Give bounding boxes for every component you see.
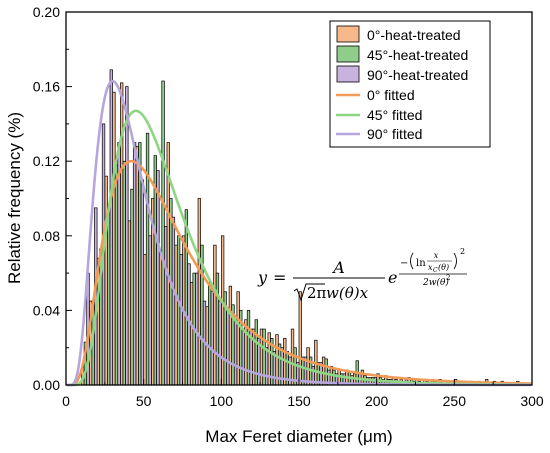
x-tick-label: 300 <box>520 393 544 409</box>
formula-exp-den: 2w(θ) <box>422 277 449 288</box>
formula-exp-frac-den-sub: C <box>433 267 438 274</box>
formula-exp-frac-num: x <box>434 251 439 260</box>
formula-exp-den-power: 2 <box>446 274 450 282</box>
formula-sqrt-sign <box>293 283 325 302</box>
bar-0deg-heat-treated <box>127 220 132 386</box>
x-tick-label: 200 <box>365 393 389 409</box>
x-tick-label: 100 <box>210 393 234 409</box>
bar-90deg-heat-treated <box>218 300 222 386</box>
bar-90deg-heat-treated <box>171 216 176 386</box>
bar-90deg-heat-treated <box>264 347 269 386</box>
bar-0deg-heat-treated <box>213 244 217 386</box>
bar-45deg-heat-treated <box>161 80 165 386</box>
bar-45deg-heat-treated <box>130 188 134 386</box>
bar-0deg-heat-treated <box>112 91 116 386</box>
bar-90deg-heat-treated <box>226 310 230 386</box>
bar-45deg-heat-treated <box>254 319 258 386</box>
y-tick-label: 0.12 <box>33 153 60 169</box>
formula-sqrt-content: 2π <box>307 284 327 302</box>
bar-90deg-heat-treated <box>117 142 121 386</box>
bar-0deg-heat-treated <box>104 175 108 386</box>
bar-0deg-heat-treated <box>244 319 248 386</box>
bar-90deg-heat-treated <box>125 86 129 386</box>
bar-45deg-heat-treated <box>246 310 251 386</box>
y-axis-title: Relative frequency (%) <box>5 112 24 284</box>
y-tick-label: 0.20 <box>33 4 60 20</box>
formula-exp-open-paren <box>410 252 414 270</box>
legend-swatch-45deg-treated <box>336 45 360 63</box>
bar-0deg-heat-treated <box>220 235 225 386</box>
bar-0deg-heat-treated <box>143 254 147 386</box>
bar-0deg-heat-treated <box>228 285 233 386</box>
legend-label-90deg-fitted: 90° fitted <box>367 126 422 142</box>
fit-formula: y = A 2π w(θ)x e − ln x x C (θ) 2 2w(θ) … <box>257 247 467 302</box>
formula-exp-frac-den-arg: (θ) <box>438 263 449 272</box>
bar-45deg-heat-treated <box>184 209 189 386</box>
x-tick-label: 250 <box>443 393 467 409</box>
x-axis-title: Max Feret diameter (μm) <box>205 427 392 446</box>
legend: 0°-heat-treated 45°-heat-treated 90°-hea… <box>329 20 491 148</box>
y-tick-label: 0.00 <box>33 377 60 393</box>
bar-0deg-heat-treated <box>189 282 194 386</box>
bar-0deg-heat-treated <box>290 328 295 386</box>
bar-45deg-heat-treated <box>215 272 220 386</box>
bar-90deg-heat-treated <box>140 179 145 386</box>
curve-0deg-fitted <box>66 159 532 387</box>
formula-exp-power: 2 <box>460 247 465 256</box>
bar-0deg-heat-treated <box>120 82 124 386</box>
bar-90deg-heat-treated <box>233 319 238 386</box>
bar-90deg-heat-treated <box>109 69 113 386</box>
bar-45deg-heat-treated <box>122 160 126 386</box>
legend-label-90deg-treated: 90°-heat-treated <box>367 67 468 83</box>
bar-0deg-heat-treated <box>158 250 163 386</box>
formula-exp-minus: − <box>400 258 408 269</box>
x-tick-label: 0 <box>62 393 70 409</box>
bar-90deg-heat-treated <box>241 328 245 386</box>
y-tick-label: 0.08 <box>33 228 60 244</box>
bar-90deg-heat-treated <box>195 272 199 386</box>
bar-0deg-heat-treated <box>197 198 201 386</box>
bar-0deg-heat-treated <box>236 291 240 386</box>
x-tick-label: 150 <box>287 393 311 409</box>
legend-label-0deg-treated: 0°-heat-treated <box>367 27 461 43</box>
bar-0deg-heat-treated <box>135 145 139 386</box>
formula-equals: = <box>273 268 286 287</box>
bar-45deg-heat-treated <box>169 198 173 386</box>
formula-exp-frac-den: x <box>428 263 433 272</box>
formula-numerator: A <box>331 258 345 277</box>
y-tick-label: 0.04 <box>33 302 60 318</box>
bar-0deg-heat-treated <box>306 347 310 386</box>
formula-base: e <box>388 268 397 287</box>
bar-90deg-heat-treated <box>179 254 183 386</box>
formula-exp-close-paren <box>453 252 457 270</box>
legend-swatch-0deg-treated <box>336 25 360 43</box>
axis-ticks: 0 50 100 150 200 250 300 0.00 0.04 0.08 0.12 0.16 0.… <box>33 4 544 409</box>
bar-90deg-heat-treated <box>156 170 160 386</box>
bar-0deg-heat-treated <box>174 244 178 386</box>
bar-0deg-heat-treated <box>321 356 326 386</box>
bar-45deg-heat-treated <box>324 358 328 386</box>
legend-label-0deg-fitted: 0° fitted <box>367 87 415 103</box>
formula-lhs: y <box>257 268 268 287</box>
legend-label-45deg-treated: 45°-heat-treated <box>367 47 468 63</box>
bar-90deg-heat-treated <box>132 142 137 386</box>
y-tick-label: 0.16 <box>33 79 60 95</box>
x-tick-label: 50 <box>136 393 152 409</box>
bar-90deg-heat-treated <box>164 226 168 386</box>
legend-label-45deg-fitted: 45° fitted <box>367 107 422 123</box>
bar-45deg-heat-treated <box>114 164 119 386</box>
legend-swatch-90deg-treated <box>336 65 360 83</box>
formula-denominator-rest: w(θ)x <box>326 284 369 302</box>
bar-45deg-heat-treated <box>107 207 111 386</box>
bar-45deg-heat-treated <box>176 235 181 386</box>
bar-90deg-heat-treated <box>210 291 214 386</box>
bar-45deg-heat-treated <box>145 132 150 386</box>
bar-0deg-heat-treated <box>298 291 302 386</box>
formula-exp-ln: ln <box>416 258 426 269</box>
bar-90deg-heat-treated <box>148 235 152 386</box>
bar-45deg-heat-treated <box>208 282 212 386</box>
